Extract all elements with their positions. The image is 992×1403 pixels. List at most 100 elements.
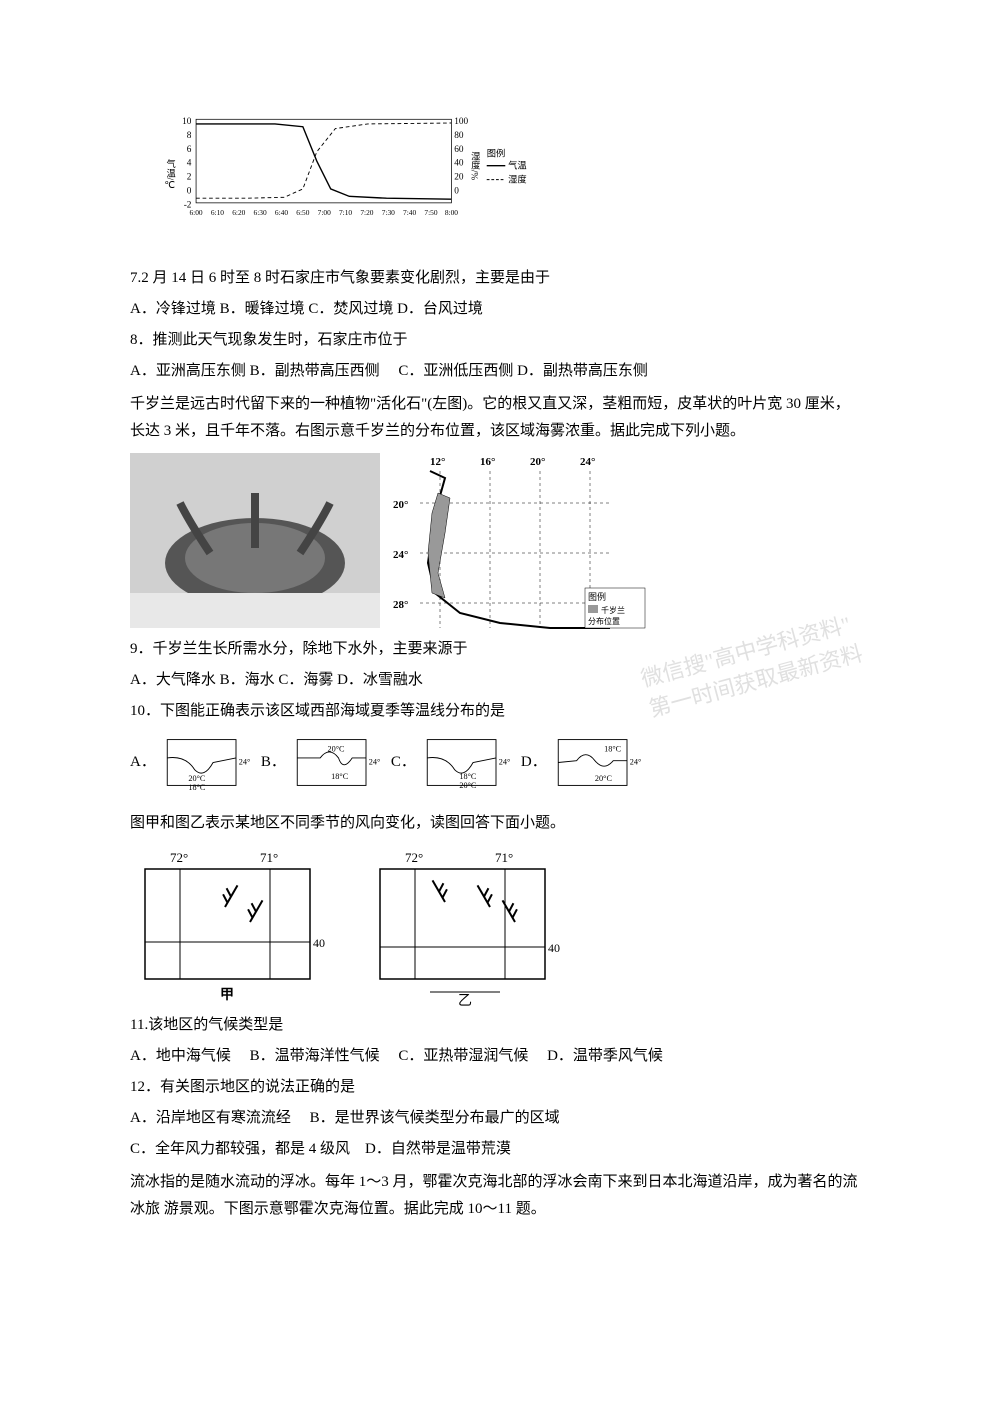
svg-text:4: 4 xyxy=(187,159,192,169)
q12-options-1: A．沿岸地区有寒流流经 B．是世界该气候类型分布最广的区域 xyxy=(130,1105,862,1132)
svg-text:24°: 24° xyxy=(580,456,595,468)
q7-text: 2 月 14 日 6 时至 8 时石家庄市气象要素变化剧烈，主要是由于 xyxy=(141,270,550,286)
svg-text:0: 0 xyxy=(187,187,192,197)
svg-text:6:30: 6:30 xyxy=(254,208,267,217)
svg-text:24°: 24° xyxy=(239,757,251,766)
svg-text:6: 6 xyxy=(187,145,192,155)
svg-text:20°C: 20°C xyxy=(327,745,345,754)
svg-text:0: 0 xyxy=(454,187,459,197)
svg-text:8:00: 8:00 xyxy=(445,208,458,217)
svg-text:6:50: 6:50 xyxy=(296,208,309,217)
q8-text: 推测此天气现象发生时，石家庄市位于 xyxy=(153,332,408,348)
q9-number: 9． xyxy=(130,641,153,657)
svg-text:7:00: 7:00 xyxy=(318,208,331,217)
svg-text:气温/℃: 气温/℃ xyxy=(164,158,176,191)
svg-text:18°C: 18°C xyxy=(188,783,206,790)
svg-text:湿度/%: 湿度/% xyxy=(469,151,481,180)
option-a-chart: 20°C 18°C 24° xyxy=(161,735,256,790)
question-12: 12．有关图示地区的说法正确的是 xyxy=(130,1074,862,1101)
svg-text:6:10: 6:10 xyxy=(211,208,224,217)
svg-text:20°: 20° xyxy=(530,456,545,468)
svg-text:20°C: 20°C xyxy=(595,774,613,783)
question-8: 8．推测此天气现象发生时，石家庄市位于 xyxy=(130,327,862,354)
question-11: 11.该地区的气候类型是 xyxy=(130,1012,862,1039)
wind-map-1: 72° 71° 40° 甲 xyxy=(130,847,325,1002)
q10-option-d-label: D． xyxy=(521,749,547,776)
svg-text:40: 40 xyxy=(454,159,464,169)
svg-text:图例: 图例 xyxy=(487,147,506,159)
svg-text:7:40: 7:40 xyxy=(403,208,416,217)
plant-photo xyxy=(130,453,380,628)
svg-text:20: 20 xyxy=(454,173,464,183)
svg-text:28°: 28° xyxy=(393,599,408,611)
svg-text:24°: 24° xyxy=(393,549,408,561)
svg-text:18°C: 18°C xyxy=(459,772,477,781)
image-row-1: 12° 16° 20° 24° 20° 24° 28° 图例 千岁兰 xyxy=(130,453,862,628)
svg-text:6:00: 6:00 xyxy=(189,208,202,217)
svg-text:40°: 40° xyxy=(548,941,560,955)
svg-text:20°C: 20°C xyxy=(459,781,477,790)
svg-text:71°: 71° xyxy=(260,850,278,865)
svg-text:分布位置: 分布位置 xyxy=(588,616,620,626)
weather-chart: 10 8 6 4 2 0 -2 气温/℃ 100 80 60 40 20 0 湿… xyxy=(140,110,862,250)
wind-map-2: 72° 71° 40° 乙 xyxy=(365,847,560,1002)
svg-text:100: 100 xyxy=(454,117,468,127)
q11-number: 11. xyxy=(130,1017,148,1033)
svg-text:18°C: 18°C xyxy=(331,772,349,781)
svg-text:2: 2 xyxy=(187,173,192,183)
q9-options: A．大气降水 B．海水 C．海雾 D．冰雪融水 xyxy=(130,667,862,694)
svg-text:71°: 71° xyxy=(495,850,513,865)
svg-text:24°: 24° xyxy=(629,757,641,766)
svg-text:6:40: 6:40 xyxy=(275,208,288,217)
svg-text:16°: 16° xyxy=(480,456,495,468)
svg-text:10: 10 xyxy=(182,117,192,127)
svg-text:气温: 气温 xyxy=(508,160,527,172)
q10-text: 下图能正确表示该区域西部海域夏季等温线分布的是 xyxy=(160,703,505,719)
svg-text:80: 80 xyxy=(454,131,464,141)
svg-text:18°C: 18°C xyxy=(604,745,622,754)
q10-option-b-label: B． xyxy=(261,749,286,776)
passage-1: 千岁兰是远古时代留下来的一种植物"活化石"(左图)。它的根又直又深，茎粗而短，皮… xyxy=(130,391,862,445)
option-b-chart: 20°C 18°C 24° xyxy=(291,735,386,790)
svg-text:甲: 甲 xyxy=(220,987,234,1003)
question-10: 10．下图能正确表示该区域西部海域夏季等温线分布的是 xyxy=(130,698,862,725)
passage-2: 图甲和图乙表示某地区不同季节的风向变化，读图回答下面小题。 xyxy=(130,810,862,837)
distribution-map: 12° 16° 20° 24° 20° 24° 28° 图例 千岁兰 xyxy=(390,453,640,628)
svg-text:8: 8 xyxy=(187,131,192,141)
svg-text:24°: 24° xyxy=(369,757,381,766)
svg-text:7:10: 7:10 xyxy=(339,208,352,217)
q10-option-c-label: C． xyxy=(391,749,416,776)
q10-options-row: A． 20°C 18°C 24° B． 20°C 18°C 24° C． 18°… xyxy=(130,735,862,790)
q11-text: 该地区的气候类型是 xyxy=(148,1017,283,1033)
svg-text:60: 60 xyxy=(454,145,464,155)
svg-text:24°: 24° xyxy=(499,757,511,766)
q10-option-a-label: A． xyxy=(130,749,156,776)
q12-number: 12． xyxy=(130,1079,160,1095)
svg-text:图例: 图例 xyxy=(588,591,606,602)
svg-text:20°: 20° xyxy=(393,499,408,511)
q12-text: 有关图示地区的说法正确的是 xyxy=(160,1079,355,1095)
question-7: 7.2 月 14 日 6 时至 8 时石家庄市气象要素变化剧烈，主要是由于 xyxy=(130,265,862,292)
q7-number: 7. xyxy=(130,270,141,286)
svg-text:7:20: 7:20 xyxy=(360,208,373,217)
passage-3: 流冰指的是随水流动的浮冰。每年 1～3 月，鄂霍次克海北部的浮冰会南下来到日本北… xyxy=(130,1169,862,1223)
q8-options: A．亚洲高压东侧 B．副热带高压西侧 C．亚洲低压西侧 D．副热带高压东侧 xyxy=(130,358,862,385)
wind-maps-container: 72° 71° 40° 甲 72° 71° xyxy=(130,847,862,1002)
q7-options: A．冷锋过境 B．暖锋过境 C．焚风过境 D．台风过境 xyxy=(130,296,862,323)
q8-number: 8． xyxy=(130,332,153,348)
option-d-chart: 18°C 20°C 24° xyxy=(552,735,647,790)
q12-options-2: C．全年风力都较强，都是 4 级风 D．自然带是温带荒漠 xyxy=(130,1136,862,1163)
svg-text:72°: 72° xyxy=(405,850,423,865)
svg-text:72°: 72° xyxy=(170,850,188,865)
q11-options: A．地中海气候 B．温带海洋性气候 C．亚热带湿润气候 D．温带季风气候 xyxy=(130,1043,862,1070)
svg-text:7:50: 7:50 xyxy=(424,208,437,217)
svg-text:湿度: 湿度 xyxy=(508,173,527,185)
svg-text:6:20: 6:20 xyxy=(232,208,245,217)
option-c-chart: 18°C 20°C 24° xyxy=(421,735,516,790)
svg-text:40°: 40° xyxy=(313,936,325,950)
question-9: 9．千岁兰生长所需水分，除地下水外，主要来源于 xyxy=(130,636,862,663)
q10-number: 10． xyxy=(130,703,160,719)
q9-text: 千岁兰生长所需水分，除地下水外，主要来源于 xyxy=(153,641,468,657)
svg-text:千岁兰: 千岁兰 xyxy=(601,605,625,615)
svg-text:12°: 12° xyxy=(430,456,445,468)
